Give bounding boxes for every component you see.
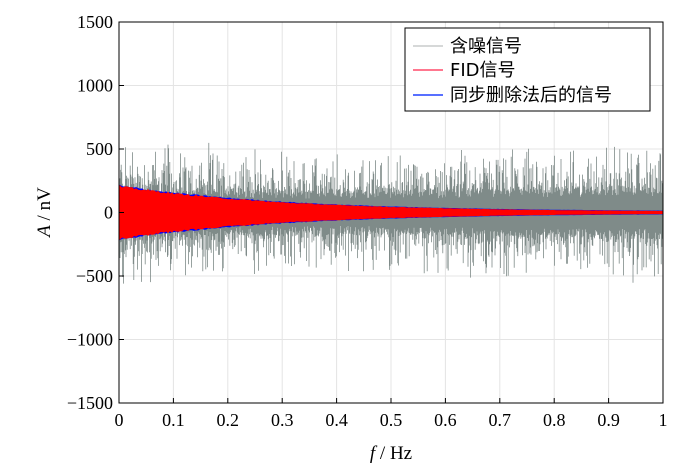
x-tick-label: 0.9: [597, 410, 620, 430]
x-tick-label: 0.2: [217, 410, 240, 430]
x-axis-label: f / Hz: [370, 443, 412, 464]
x-tick-label: 0.3: [271, 410, 294, 430]
x-tick-label: 0: [115, 410, 124, 430]
x-tick-label: 0.8: [543, 410, 566, 430]
y-tick-label: −1000: [67, 330, 113, 350]
x-tick-label: 0.6: [434, 410, 457, 430]
x-tick-label: 1: [659, 410, 668, 430]
x-tick-label: 0.7: [489, 410, 512, 430]
x-axis-unit: Hz: [390, 443, 412, 464]
y-tick-label: −500: [76, 266, 113, 286]
y-tick-label: 0: [104, 203, 113, 223]
x-tick-labels: 0 0.1 0.2 0.3 0.4 0.5 0.6 0.7 0.8 0.9 1: [115, 410, 668, 430]
x-axis-var: f: [370, 443, 378, 464]
legend: 含噪信号 FID信号 同步删除法后的信号: [404, 27, 651, 112]
x-tick-label: 0.5: [380, 410, 403, 430]
y-tick-label: 1000: [77, 76, 113, 96]
x-tick-label: 0.4: [325, 410, 348, 430]
y-tick-label: −1500: [67, 393, 113, 413]
legend-label-noisy: 含噪信号: [450, 36, 522, 57]
series-fid-signal: [119, 185, 663, 240]
y-axis-label: A / nV: [34, 187, 55, 239]
y-axis-unit: nV: [34, 187, 55, 211]
y-tick-label: 1500: [77, 12, 113, 32]
legend-box: [404, 27, 651, 112]
y-tick-labels: 1500 1000 500 0 −1000 −500 −1500: [67, 12, 113, 413]
legend-label-denoised: 同步删除法后的信号: [450, 85, 612, 106]
y-axis-var: A: [34, 225, 55, 239]
y-tick-label: 500: [86, 139, 113, 159]
x-tick-label: 0.1: [162, 410, 185, 430]
fid-signal-trace: [119, 185, 663, 240]
axis-ticks: [118, 21, 664, 404]
legend-label-fid: FID信号: [450, 60, 516, 81]
